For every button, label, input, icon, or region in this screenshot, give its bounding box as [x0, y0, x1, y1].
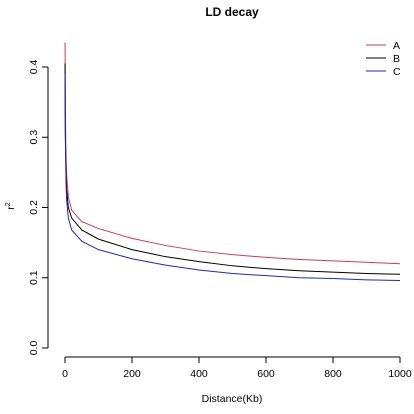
x-tick-label: 600: [257, 368, 275, 380]
x-tick-label: 0: [62, 368, 68, 380]
legend: ABC: [366, 40, 401, 78]
y-tick-label: 0.4: [28, 60, 40, 75]
x-tick-label: 400: [190, 368, 208, 380]
series-line-b: [64, 63, 401, 275]
y-axis-label: r2: [5, 202, 17, 210]
legend-label-b: B: [393, 53, 400, 65]
series-line-c: [64, 74, 401, 282]
y-tick-label: 0.3: [28, 130, 40, 145]
chart-title: LD decay: [205, 5, 259, 19]
legend-label-c: C: [393, 66, 401, 78]
y-tick-label: 0.2: [28, 200, 40, 215]
series-line-a: [64, 42, 401, 265]
y-axis-label-base: r: [5, 206, 17, 210]
x-tick-label: 1000: [388, 368, 412, 380]
series-lines: [64, 42, 401, 282]
x-axis-label: Distance(Kb): [202, 393, 263, 405]
x-tick-label: 800: [324, 368, 342, 380]
y-tick-label: 0.1: [28, 270, 40, 285]
y-tick-label: 0.0: [28, 341, 40, 356]
x-axis: 0 200 400 600 800 1000: [62, 356, 412, 380]
y-axis-label-superscript: 2: [5, 202, 12, 206]
y-axis: 0.0 0.1 0.2 0.3 0.4: [28, 60, 49, 356]
x-tick-label: 200: [123, 368, 141, 380]
legend-label-a: A: [393, 40, 400, 52]
